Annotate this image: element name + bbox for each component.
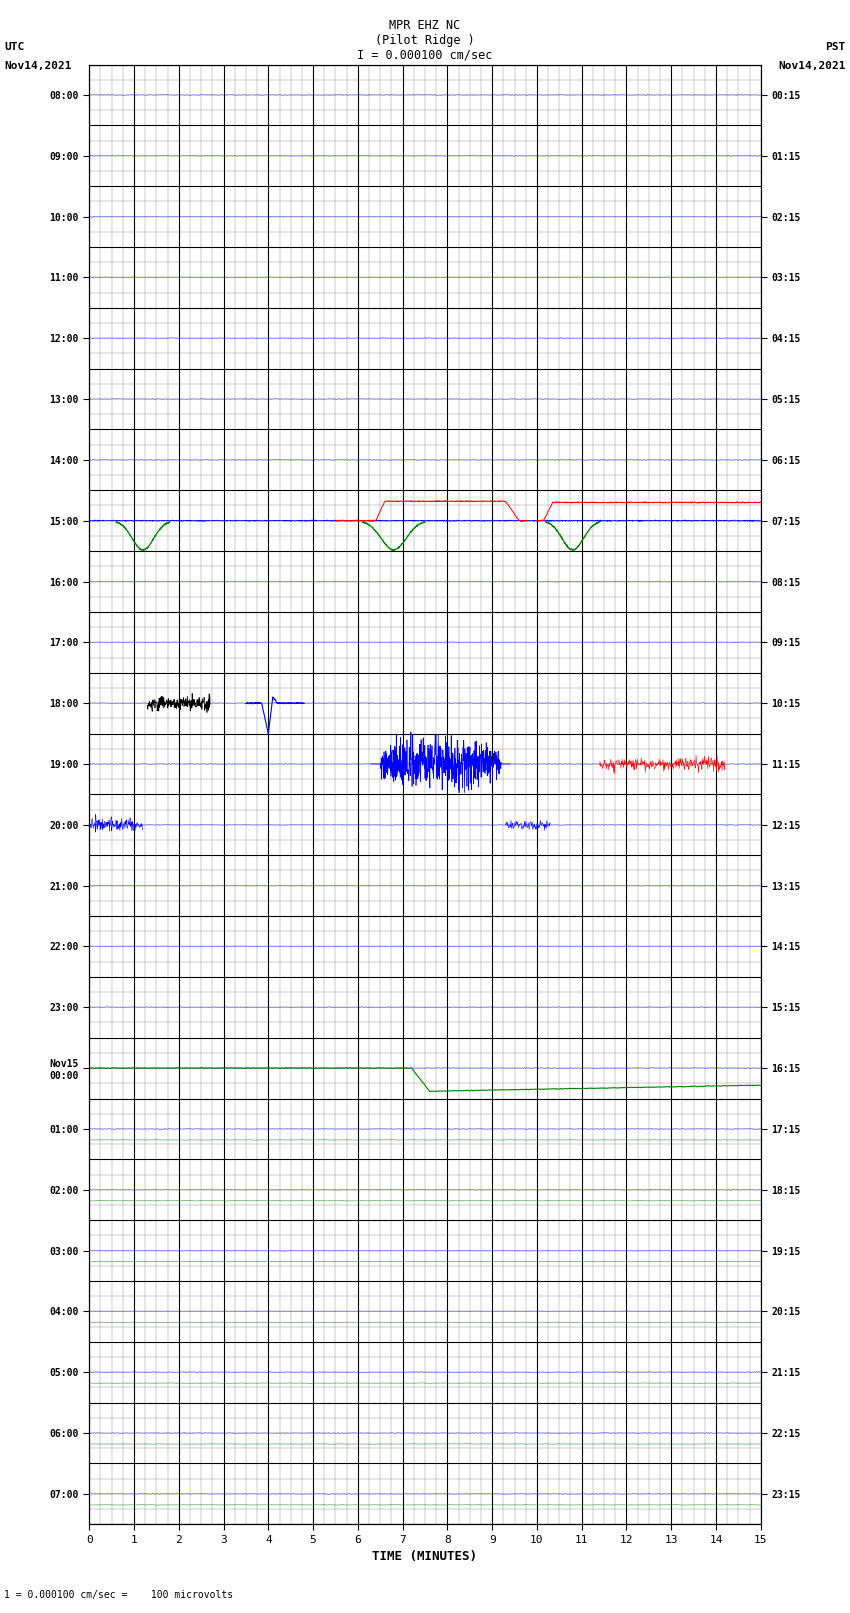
Text: UTC: UTC	[4, 42, 25, 52]
X-axis label: TIME (MINUTES): TIME (MINUTES)	[372, 1550, 478, 1563]
Text: 1 = 0.000100 cm/sec =    100 microvolts: 1 = 0.000100 cm/sec = 100 microvolts	[4, 1590, 234, 1600]
Text: Nov14,2021: Nov14,2021	[779, 61, 846, 71]
Text: Nov14,2021: Nov14,2021	[4, 61, 71, 71]
Text: PST: PST	[825, 42, 846, 52]
Title: MPR EHZ NC
(Pilot Ridge )
I = 0.000100 cm/sec: MPR EHZ NC (Pilot Ridge ) I = 0.000100 c…	[357, 19, 493, 61]
